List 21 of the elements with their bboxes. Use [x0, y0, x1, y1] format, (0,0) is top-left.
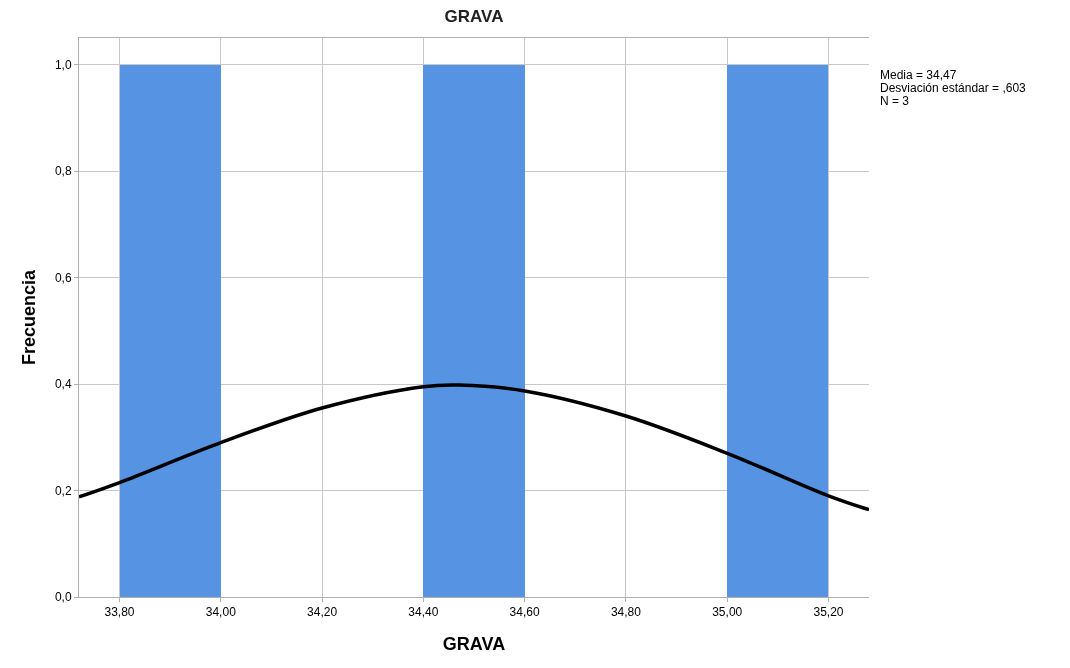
text: Desviación estándar = ,603 [880, 81, 1027, 95]
x-tick-label: 34,20 [307, 605, 338, 620]
y-tick-label: 0,4 [54, 377, 72, 392]
y-tick-label: 0,0 [54, 590, 72, 605]
x-tick-label: 34,60 [509, 605, 540, 620]
x-tick-label: 34,80 [610, 605, 642, 620]
y-tick-label: 1,0 [54, 57, 72, 72]
x-tick-label: 35,20 [813, 605, 844, 620]
line-series [79, 383, 869, 512]
x-tick-label: 33,80 [104, 605, 135, 620]
y-tick-label: 0,8 [54, 164, 72, 179]
x-tick-label: 35,00 [712, 605, 743, 620]
x-axis-title: GRAVA [442, 633, 506, 654]
y-tick-label: 0,6 [54, 270, 72, 285]
chart-title: GRAVA [444, 6, 504, 26]
text: Media = 34,47 [880, 68, 957, 82]
text: N = 3 [880, 94, 910, 108]
x-tick-label: 34,40 [408, 605, 439, 620]
x-tick-label: 34,00 [205, 605, 237, 620]
y-axis-title: Frecuencia [19, 268, 40, 366]
y-tick-label: 0,2 [54, 483, 72, 498]
